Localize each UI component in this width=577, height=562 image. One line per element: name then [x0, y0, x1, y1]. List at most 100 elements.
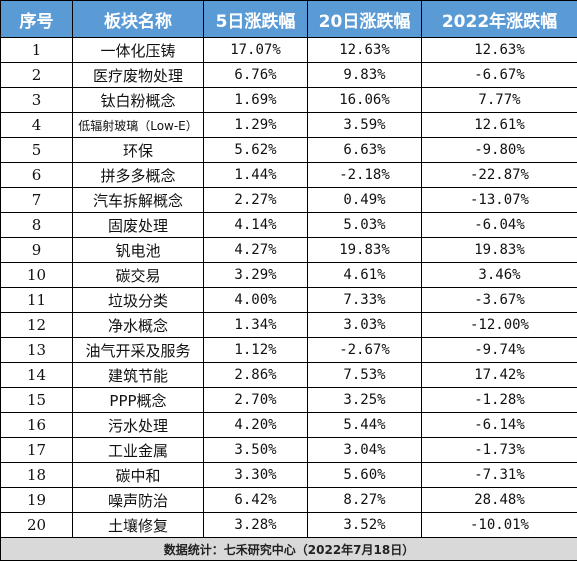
sector-name: 汽车拆解概念: [72, 187, 204, 213]
row-index: 4: [0, 112, 73, 138]
change-2022: -22.87%: [421, 162, 577, 188]
change-2022: 28.48%: [421, 487, 577, 513]
table-row: 14 建筑节能 2.86% 7.53% 17.42%: [0, 362, 577, 388]
sector-name: 垃圾分类: [72, 287, 204, 313]
header-sector-name: 板块名称: [72, 0, 204, 38]
change-20day: -2.18%: [307, 162, 422, 188]
change-20day: 3.25%: [307, 387, 422, 413]
change-20day: 4.61%: [307, 262, 422, 288]
change-2022: -6.14%: [421, 412, 577, 438]
change-20day: 8.27%: [307, 487, 422, 513]
change-2022: 19.83%: [421, 237, 577, 263]
table-row: 3 钛白粉概念 1.69% 16.06% 7.77%: [0, 87, 577, 113]
change-20day: 3.03%: [307, 312, 422, 338]
change-5day: 3.29%: [203, 262, 308, 288]
sector-name: 建筑节能: [72, 362, 204, 388]
change-2022: -1.28%: [421, 387, 577, 413]
change-2022: -12.00%: [421, 312, 577, 338]
change-2022: -13.07%: [421, 187, 577, 213]
change-2022: -9.80%: [421, 137, 577, 163]
change-5day: 6.76%: [203, 62, 308, 88]
change-2022: 12.61%: [421, 112, 577, 138]
header-index: 序号: [0, 0, 73, 38]
change-2022: -1.73%: [421, 437, 577, 463]
sector-name: 低辐射玻璃（Low-E）: [72, 112, 204, 138]
change-2022: -6.04%: [421, 212, 577, 238]
sector-name: 环保: [72, 137, 204, 163]
change-20day: 3.52%: [307, 512, 422, 538]
row-index: 7: [0, 187, 73, 213]
row-index: 13: [0, 337, 73, 363]
table-row: 15 PPP概念 2.70% 3.25% -1.28%: [0, 387, 577, 413]
change-5day: 4.00%: [203, 287, 308, 313]
row-index: 15: [0, 387, 73, 413]
change-2022: 12.63%: [421, 37, 577, 63]
row-index: 2: [0, 62, 73, 88]
change-20day: 5.03%: [307, 212, 422, 238]
table-row: 4 低辐射玻璃（Low-E） 1.29% 3.59% 12.61%: [0, 112, 577, 138]
change-5day: 1.44%: [203, 162, 308, 188]
row-index: 1: [0, 37, 73, 63]
change-20day: 16.06%: [307, 87, 422, 113]
header-2022-change: 2022年涨跌幅: [421, 0, 577, 38]
change-5day: 3.30%: [203, 462, 308, 488]
change-2022: -9.74%: [421, 337, 577, 363]
change-5day: 4.20%: [203, 412, 308, 438]
table-row: 5 环保 5.62% 6.63% -9.80%: [0, 137, 577, 163]
table-row: 16 污水处理 4.20% 5.44% -6.14%: [0, 412, 577, 438]
row-index: 10: [0, 262, 73, 288]
row-index: 3: [0, 87, 73, 113]
header-5day-change: 5日涨跌幅: [203, 0, 308, 38]
change-20day: 7.53%: [307, 362, 422, 388]
change-2022: 7.77%: [421, 87, 577, 113]
change-5day: 5.62%: [203, 137, 308, 163]
change-5day: 1.12%: [203, 337, 308, 363]
change-2022: -7.31%: [421, 462, 577, 488]
sector-name: PPP概念: [72, 387, 204, 413]
table-row: 1 一体化压铸 17.07% 12.63% 12.63%: [0, 37, 577, 63]
table-row: 7 汽车拆解概念 2.27% 0.49% -13.07%: [0, 187, 577, 213]
table-row: 2 医疗废物处理 6.76% 9.83% -6.67%: [0, 62, 577, 88]
row-index: 12: [0, 312, 73, 338]
row-index: 18: [0, 462, 73, 488]
header-row: 序号 板块名称 5日涨跌幅 20日涨跌幅 2022年涨跌幅: [0, 0, 577, 38]
change-5day: 4.14%: [203, 212, 308, 238]
change-5day: 1.29%: [203, 112, 308, 138]
table-row: 12 净水概念 1.34% 3.03% -12.00%: [0, 312, 577, 338]
table-row: 17 工业金属 3.50% 3.04% -1.73%: [0, 437, 577, 463]
sector-name: 钛白粉概念: [72, 87, 204, 113]
change-5day: 6.42%: [203, 487, 308, 513]
sector-name: 碳中和: [72, 462, 204, 488]
change-5day: 3.28%: [203, 512, 308, 538]
change-5day: 1.69%: [203, 87, 308, 113]
change-20day: 5.44%: [307, 412, 422, 438]
change-20day: 12.63%: [307, 37, 422, 63]
change-2022: 17.42%: [421, 362, 577, 388]
table-row: 18 碳中和 3.30% 5.60% -7.31%: [0, 462, 577, 488]
row-index: 5: [0, 137, 73, 163]
row-index: 17: [0, 437, 73, 463]
change-20day: 3.04%: [307, 437, 422, 463]
sector-name: 油气开采及服务: [72, 337, 204, 363]
change-5day: 2.70%: [203, 387, 308, 413]
change-20day: 5.60%: [307, 462, 422, 488]
change-20day: 7.33%: [307, 287, 422, 313]
change-5day: 3.50%: [203, 437, 308, 463]
change-20day: 19.83%: [307, 237, 422, 263]
table-row: 9 钒电池 4.27% 19.83% 19.83%: [0, 237, 577, 263]
change-2022: 3.46%: [421, 262, 577, 288]
data-source-note: 数据统计：七禾研究中心（2022年7月18日）: [0, 537, 577, 561]
header-20day-change: 20日涨跌幅: [307, 0, 422, 38]
row-index: 9: [0, 237, 73, 263]
sector-name: 净水概念: [72, 312, 204, 338]
row-index: 8: [0, 212, 73, 238]
row-index: 6: [0, 162, 73, 188]
sector-name: 污水处理: [72, 412, 204, 438]
table-row: 20 土壤修复 3.28% 3.52% -10.01%: [0, 512, 577, 538]
sector-name: 医疗废物处理: [72, 62, 204, 88]
change-5day: 4.27%: [203, 237, 308, 263]
change-2022: -3.67%: [421, 287, 577, 313]
change-20day: 6.63%: [307, 137, 422, 163]
sector-name: 固废处理: [72, 212, 204, 238]
